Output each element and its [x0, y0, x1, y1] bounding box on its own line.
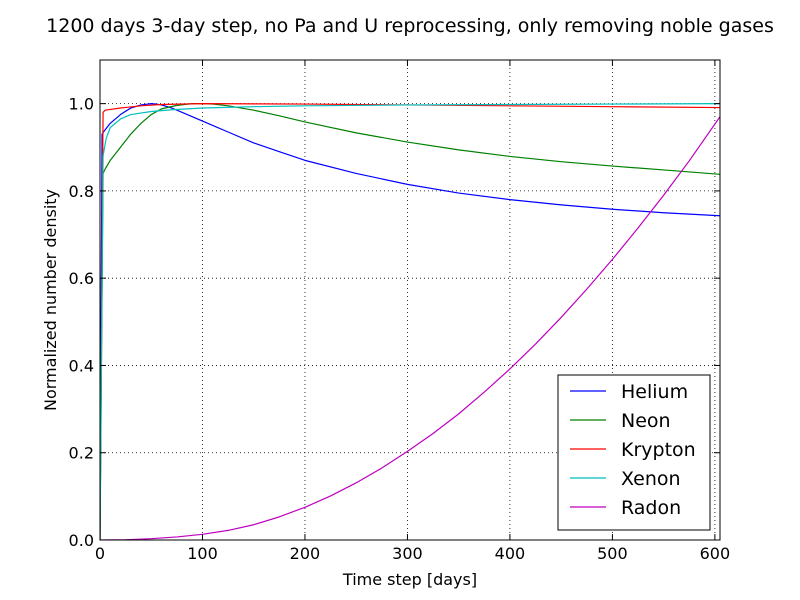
x-axis-label: Time step [days] — [342, 570, 477, 589]
legend-label-xenon: Xenon — [621, 468, 681, 490]
plot-frame — [99, 59, 721, 541]
legend: Helium Neon Krypton Xenon Radon — [557, 374, 711, 531]
y-tick-label: 0.2 — [69, 444, 94, 463]
legend-label-neon: Neon — [621, 410, 671, 432]
legend-label-radon: Radon — [621, 497, 681, 519]
x-tick-label: 600 — [700, 544, 731, 563]
chart-title: 1200 days 3-day step, no Pa and U reproc… — [46, 15, 774, 37]
y-tick-label: 0.8 — [69, 182, 94, 201]
x-tick-label: 100 — [187, 544, 218, 563]
series-line-helium — [100, 103, 720, 540]
ticks: 0 100 200 300 400 500 600 0.0 0.2 0.4 0.6 0.8 1.0 — [69, 60, 731, 563]
series-line-krypton — [100, 103, 720, 540]
y-tick-label: 0.6 — [69, 269, 94, 288]
x-tick-label: 500 — [597, 544, 628, 563]
x-tick-label: 0 — [95, 544, 105, 563]
x-tick-label: 400 — [495, 544, 526, 563]
y-axis-label: Normalized number density — [41, 189, 60, 411]
legend-label-krypton: Krypton — [621, 439, 696, 461]
x-tick-label: 300 — [392, 544, 423, 563]
y-tick-label: 0.0 — [69, 531, 94, 550]
series-line-xenon — [100, 103, 720, 540]
legend-label-helium: Helium — [621, 381, 688, 403]
x-tick-label: 200 — [290, 544, 321, 563]
y-tick-label: 0.4 — [69, 356, 94, 375]
y-tick-label: 1.0 — [69, 95, 94, 114]
legend-box — [557, 374, 711, 531]
